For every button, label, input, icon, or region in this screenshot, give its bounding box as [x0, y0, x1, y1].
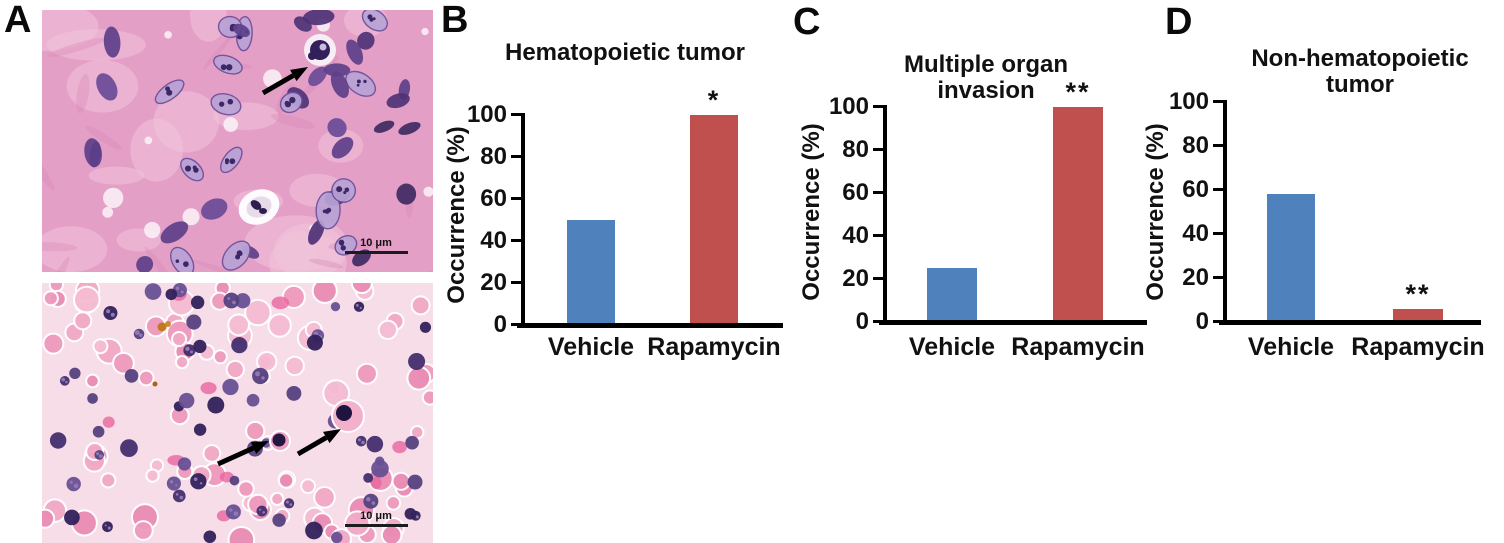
chart-b-x-axis-line	[517, 323, 783, 328]
bar-rapamycin	[1053, 107, 1103, 322]
y-tick-mark	[873, 277, 883, 280]
y-tick-label: 0	[1195, 308, 1209, 335]
y-tick-label: 100	[466, 101, 507, 128]
annotation-arrow-head-icon	[250, 441, 269, 454]
y-tick-mark	[1213, 100, 1223, 103]
annotation-arrow-head-icon	[323, 429, 341, 444]
y-tick-label: 100	[1168, 88, 1209, 115]
y-tick-mark	[1213, 232, 1223, 235]
y-tick-mark	[511, 197, 521, 200]
chart-b-title: Hematopoietic tumor	[504, 39, 746, 66]
chart-c-y-axis-line	[883, 105, 887, 322]
panel-c-label: C	[793, 1, 821, 43]
y-tick-mark	[873, 148, 883, 151]
bar-vehicle	[567, 220, 615, 325]
y-tick-mark	[873, 234, 883, 237]
y-tick-label: 40	[480, 227, 507, 254]
scale-bar-label: 10 μm	[360, 237, 392, 249]
significance-marker: **	[1065, 77, 1091, 107]
x-category-label-rapamycin: Rapamycin	[647, 333, 781, 361]
x-category-label-vehicle: Vehicle	[547, 333, 635, 361]
scale-bar	[345, 251, 408, 254]
y-tick-mark	[873, 320, 883, 323]
bar-rapamycin	[1393, 309, 1443, 322]
annotation-arrow-icon	[216, 445, 255, 467]
scale-bar-label: 10 μm	[360, 510, 392, 522]
x-category-label-rapamycin: Rapamycin	[1351, 333, 1485, 361]
x-category-label-rapamycin: Rapamycin	[1011, 333, 1145, 361]
y-tick-label: 0	[493, 311, 507, 338]
y-tick-mark	[873, 191, 883, 194]
scale-bar	[345, 524, 408, 527]
x-category-label-vehicle: Vehicle	[1247, 333, 1335, 361]
y-tick-mark	[873, 105, 883, 108]
x-category-label-vehicle: Vehicle	[908, 333, 996, 361]
y-tick-label: 20	[1182, 264, 1209, 291]
panel-d-label: D	[1165, 1, 1193, 43]
y-tick-mark	[1213, 320, 1223, 323]
chart-c-x-axis-line	[879, 320, 1147, 325]
y-tick-label: 60	[480, 185, 507, 212]
y-tick-mark	[511, 113, 521, 116]
bar-vehicle	[927, 268, 977, 322]
bar-rapamycin	[690, 115, 738, 325]
chart-c-title: Multiple organ invasion	[904, 51, 1068, 104]
y-tick-mark	[511, 155, 521, 158]
annotation-arrow-icon	[261, 73, 295, 96]
y-tick-mark	[511, 239, 521, 242]
y-tick-label: 0	[855, 308, 869, 335]
annotation-arrow-icon	[296, 435, 328, 457]
annotation-arrow-head-icon	[290, 67, 308, 82]
y-tick-label: 80	[842, 136, 869, 163]
histology-image-top: 10 μm	[42, 10, 433, 272]
y-tick-label: 40	[1182, 220, 1209, 247]
significance-marker: **	[1405, 279, 1431, 309]
panel-a-label: A	[4, 0, 32, 41]
significance-marker: *	[707, 85, 721, 115]
y-tick-label: 40	[842, 222, 869, 249]
y-tick-label: 20	[480, 269, 507, 296]
chart-d-title: Non-hematopoietic tumor	[1251, 45, 1469, 98]
y-tick-mark	[1213, 276, 1223, 279]
y-tick-mark	[511, 323, 521, 326]
y-tick-mark	[1213, 188, 1223, 191]
y-tick-mark	[511, 281, 521, 284]
y-tick-label: 80	[1182, 132, 1209, 159]
chart-d-y-axis-line	[1223, 100, 1227, 322]
chart-d-x-axis-line	[1219, 320, 1481, 325]
y-tick-label: 100	[828, 93, 869, 120]
bar-vehicle	[1267, 194, 1315, 322]
y-tick-mark	[1213, 144, 1223, 147]
y-tick-label: 60	[1182, 176, 1209, 203]
histology-image-bottom: 10 μm	[42, 283, 433, 543]
y-tick-label: 20	[842, 265, 869, 292]
panel-b-label: B	[441, 0, 469, 41]
y-tick-label: 60	[842, 179, 869, 206]
chart-b-y-axis-line	[521, 113, 525, 325]
y-tick-label: 80	[480, 143, 507, 170]
